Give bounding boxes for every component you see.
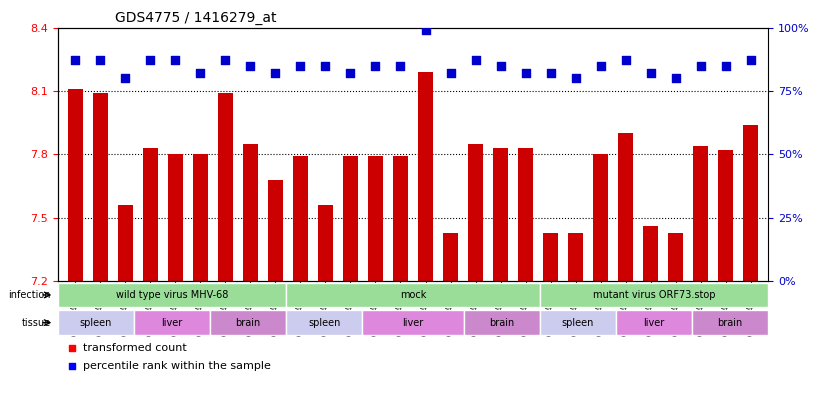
Point xyxy=(569,75,582,81)
Point xyxy=(644,70,657,76)
Point xyxy=(65,344,78,351)
FancyBboxPatch shape xyxy=(540,310,616,335)
FancyBboxPatch shape xyxy=(134,310,210,335)
FancyBboxPatch shape xyxy=(58,310,134,335)
Text: wild type virus MHV-68: wild type virus MHV-68 xyxy=(116,290,228,300)
Text: brain: brain xyxy=(718,318,743,328)
Bar xyxy=(343,156,358,281)
FancyBboxPatch shape xyxy=(58,283,286,307)
Point xyxy=(669,75,682,81)
Point xyxy=(294,62,307,69)
Text: GDS4775 / 1416279_at: GDS4775 / 1416279_at xyxy=(115,11,276,25)
FancyBboxPatch shape xyxy=(286,310,363,335)
Bar xyxy=(668,233,683,281)
Point xyxy=(268,70,282,76)
Point xyxy=(319,62,332,69)
Bar xyxy=(193,154,208,281)
Text: mock: mock xyxy=(400,290,426,300)
Bar xyxy=(643,226,658,281)
Point xyxy=(619,57,632,64)
Bar xyxy=(243,144,258,281)
Bar xyxy=(318,205,333,281)
Point xyxy=(93,57,107,64)
FancyBboxPatch shape xyxy=(540,283,768,307)
Text: infection: infection xyxy=(8,290,50,300)
Bar xyxy=(443,233,458,281)
Bar xyxy=(518,148,533,281)
Text: brain: brain xyxy=(489,318,515,328)
Point xyxy=(694,62,707,69)
FancyBboxPatch shape xyxy=(616,310,692,335)
Bar xyxy=(468,144,483,281)
Point xyxy=(144,57,157,64)
Bar xyxy=(693,146,708,281)
Text: spleen: spleen xyxy=(79,318,112,328)
FancyBboxPatch shape xyxy=(692,310,768,335)
Point xyxy=(169,57,182,64)
Point xyxy=(744,57,757,64)
Bar xyxy=(543,233,558,281)
Bar xyxy=(593,154,608,281)
Point xyxy=(69,57,82,64)
FancyBboxPatch shape xyxy=(286,283,540,307)
Bar xyxy=(68,89,83,281)
Point xyxy=(369,62,382,69)
Bar xyxy=(718,150,733,281)
Text: liver: liver xyxy=(402,318,424,328)
Point xyxy=(394,62,407,69)
Text: tissue: tissue xyxy=(21,318,50,328)
Bar xyxy=(568,233,583,281)
Point xyxy=(444,70,457,76)
Bar xyxy=(743,125,758,281)
Bar xyxy=(218,93,233,281)
Point xyxy=(594,62,607,69)
Text: mutant virus ORF73.stop: mutant virus ORF73.stop xyxy=(593,290,715,300)
Bar xyxy=(618,133,633,281)
FancyBboxPatch shape xyxy=(363,310,463,335)
Bar xyxy=(118,205,133,281)
Point xyxy=(719,62,733,69)
Text: spleen: spleen xyxy=(308,318,340,328)
Point xyxy=(469,57,482,64)
Text: liver: liver xyxy=(161,318,183,328)
Bar xyxy=(393,156,408,281)
Bar xyxy=(368,156,383,281)
FancyBboxPatch shape xyxy=(210,310,286,335)
Text: percentile rank within the sample: percentile rank within the sample xyxy=(83,361,271,371)
Text: transformed count: transformed count xyxy=(83,343,187,353)
Point xyxy=(119,75,132,81)
Point xyxy=(194,70,207,76)
Bar xyxy=(418,72,433,281)
Bar xyxy=(143,148,158,281)
FancyBboxPatch shape xyxy=(463,310,540,335)
Text: liver: liver xyxy=(643,318,665,328)
Point xyxy=(419,27,432,33)
Point xyxy=(544,70,558,76)
Point xyxy=(219,57,232,64)
Point xyxy=(494,62,507,69)
Text: brain: brain xyxy=(235,318,261,328)
Text: spleen: spleen xyxy=(562,318,594,328)
Bar xyxy=(293,156,308,281)
Point xyxy=(65,363,78,369)
Point xyxy=(244,62,257,69)
Bar xyxy=(168,154,183,281)
Point xyxy=(344,70,357,76)
Bar xyxy=(493,148,508,281)
Point xyxy=(519,70,532,76)
Bar xyxy=(93,93,108,281)
Bar xyxy=(268,180,283,281)
